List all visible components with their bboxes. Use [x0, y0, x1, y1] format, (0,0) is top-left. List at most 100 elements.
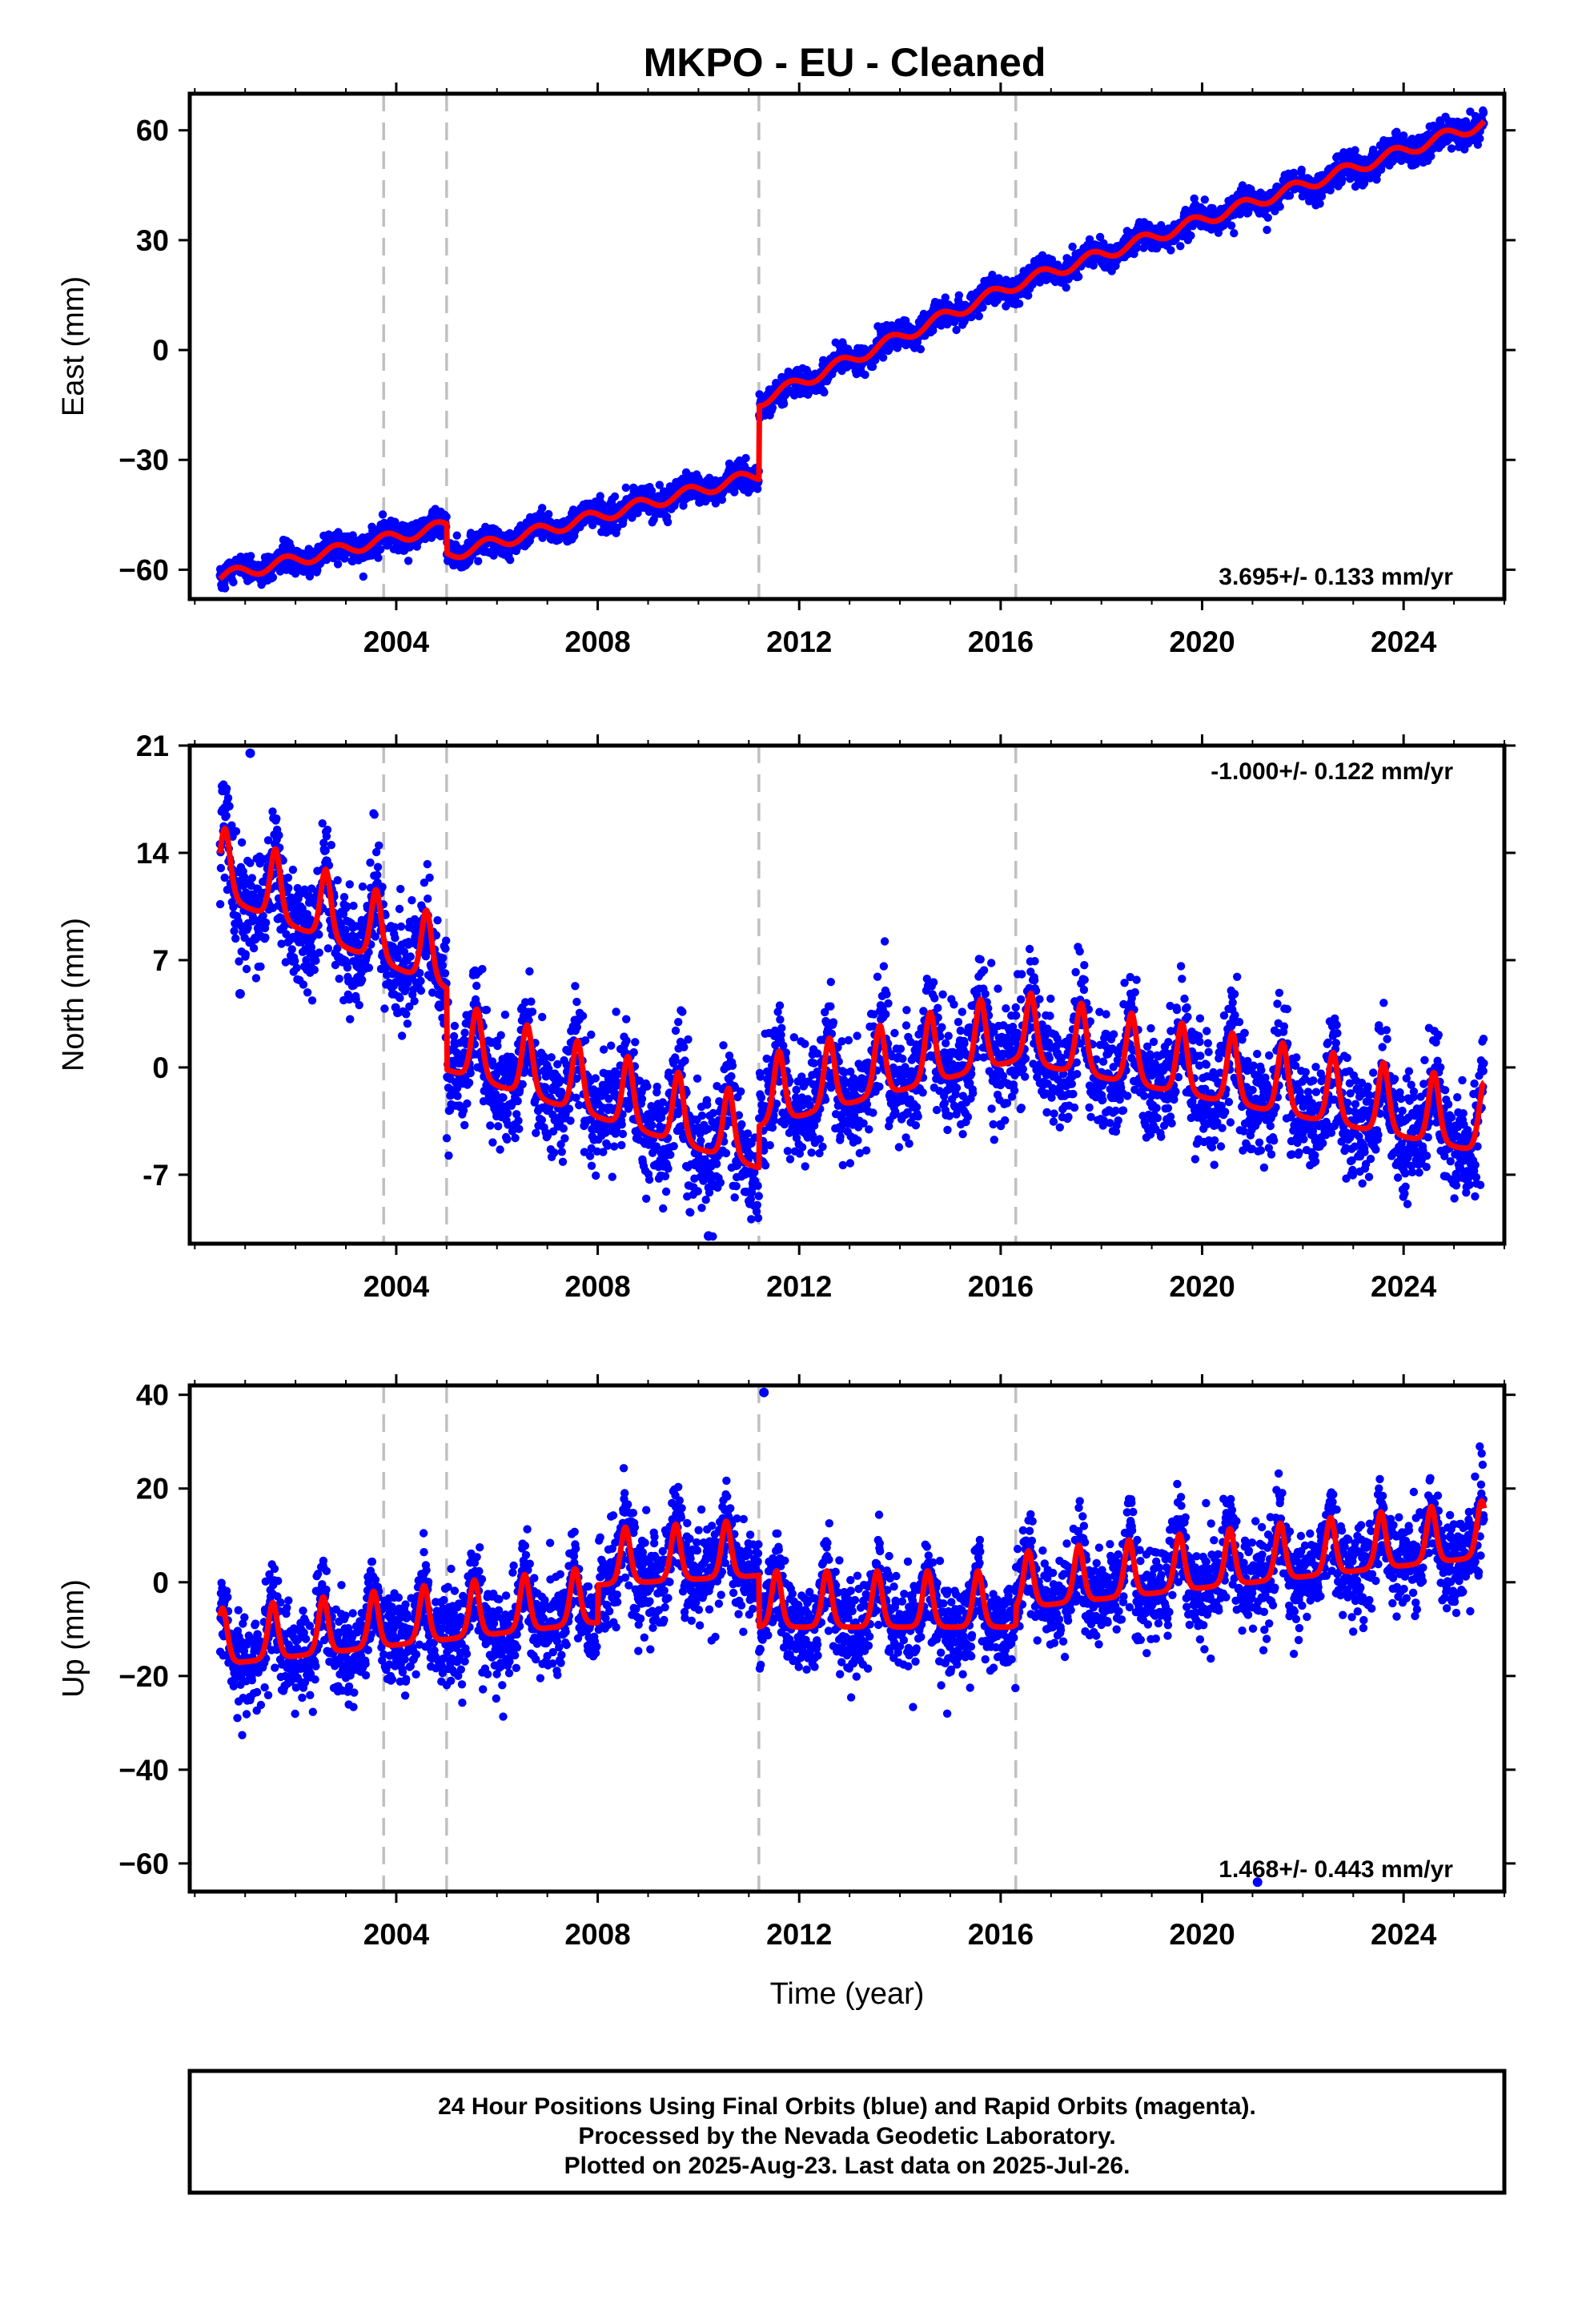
data-point: [460, 1028, 469, 1037]
data-point: [474, 557, 483, 565]
data-point: [292, 963, 301, 972]
data-point: [358, 882, 367, 891]
data-point: [323, 826, 332, 834]
data-point: [404, 557, 413, 565]
data-point: [442, 936, 451, 945]
data-point: [366, 858, 375, 867]
data-point: [396, 884, 405, 894]
data-point: [341, 925, 350, 935]
data-point: [741, 453, 750, 463]
data-point: [1200, 195, 1210, 204]
data-point: [323, 944, 332, 953]
data-point: [358, 975, 367, 984]
data-point: [861, 370, 869, 380]
data-point: [408, 896, 416, 905]
data-point: [439, 954, 448, 963]
data-point: [424, 895, 432, 903]
data-point: [237, 838, 247, 847]
data-point: [395, 904, 404, 914]
data-point: [1263, 213, 1272, 222]
data-point: [327, 841, 335, 850]
y-axis-label: East (mm): [57, 276, 90, 416]
data-point: [287, 945, 296, 954]
data-point: [396, 994, 404, 1003]
data-point: [878, 353, 888, 362]
data-point: [373, 862, 383, 871]
data-point: [231, 826, 241, 836]
data-point: [370, 810, 379, 819]
data-point: [978, 303, 987, 312]
data-point: [346, 1015, 355, 1023]
data-point: [216, 863, 226, 873]
data-point: [223, 794, 233, 802]
data-point: [215, 899, 225, 909]
data-point: [406, 952, 415, 961]
data-point: [416, 986, 426, 995]
data-point: [249, 943, 259, 953]
x-tick-label: 2020: [1169, 625, 1235, 658]
data-point: [1297, 165, 1306, 175]
data-point: [283, 873, 293, 883]
data-point: [220, 584, 230, 593]
data-point: [241, 950, 250, 959]
data-point: [288, 865, 298, 875]
data-point: [779, 400, 789, 408]
data-point: [284, 883, 293, 893]
data-point: [820, 388, 829, 397]
data-point: [496, 1031, 505, 1039]
data-point: [1427, 151, 1435, 161]
data-point: [1014, 300, 1024, 308]
data-point: [380, 1004, 389, 1013]
data-point: [494, 1122, 503, 1131]
x-tick-label: 2024: [1371, 625, 1437, 658]
data-point: [364, 963, 374, 972]
data-point: [663, 517, 673, 527]
data-point: [441, 944, 450, 953]
data-point: [482, 1005, 492, 1015]
data-point: [433, 916, 442, 925]
data-point: [506, 556, 515, 565]
data-point: [307, 996, 317, 1005]
data-point: [538, 504, 547, 513]
rate-text: 3.695+/- 0.133 mm/yr: [1219, 564, 1453, 590]
data-point: [373, 870, 382, 879]
data-point: [1263, 225, 1271, 235]
data-point: [247, 874, 256, 883]
data-point: [268, 573, 278, 582]
data-point: [303, 988, 312, 997]
data-point: [621, 483, 630, 493]
data-point: [272, 814, 281, 823]
data-point: [596, 492, 604, 501]
x-tick-label: 2004: [363, 625, 430, 658]
data-point: [453, 1092, 462, 1100]
figure-title: MKPO - EU - Cleaned: [644, 40, 1046, 85]
data-point: [376, 545, 385, 554]
data-point: [954, 291, 964, 300]
data-point: [440, 969, 450, 978]
data-point: [275, 830, 283, 840]
data-point: [503, 1135, 512, 1144]
data-point: [423, 859, 432, 869]
y-tick-label: 30: [136, 224, 169, 257]
y-tick-label: −60: [118, 553, 169, 586]
data-point: [1476, 134, 1484, 143]
data-point: [1176, 242, 1185, 251]
data-point: [247, 552, 255, 561]
data-point: [391, 517, 400, 526]
data-point: [1338, 175, 1347, 184]
data-point: [486, 1121, 495, 1130]
y-tick-label: 0: [152, 334, 169, 367]
plot-area: [190, 746, 1504, 1244]
data-point: [463, 1099, 472, 1108]
data-point: [359, 572, 367, 581]
data-point: [222, 811, 231, 820]
data-point: [1068, 242, 1077, 251]
data-point: [349, 901, 358, 911]
data-point: [1275, 202, 1284, 211]
y-tick-label: 60: [136, 115, 169, 147]
data-point: [544, 509, 553, 519]
data-point: [460, 1120, 469, 1130]
data-point: [499, 1093, 508, 1102]
